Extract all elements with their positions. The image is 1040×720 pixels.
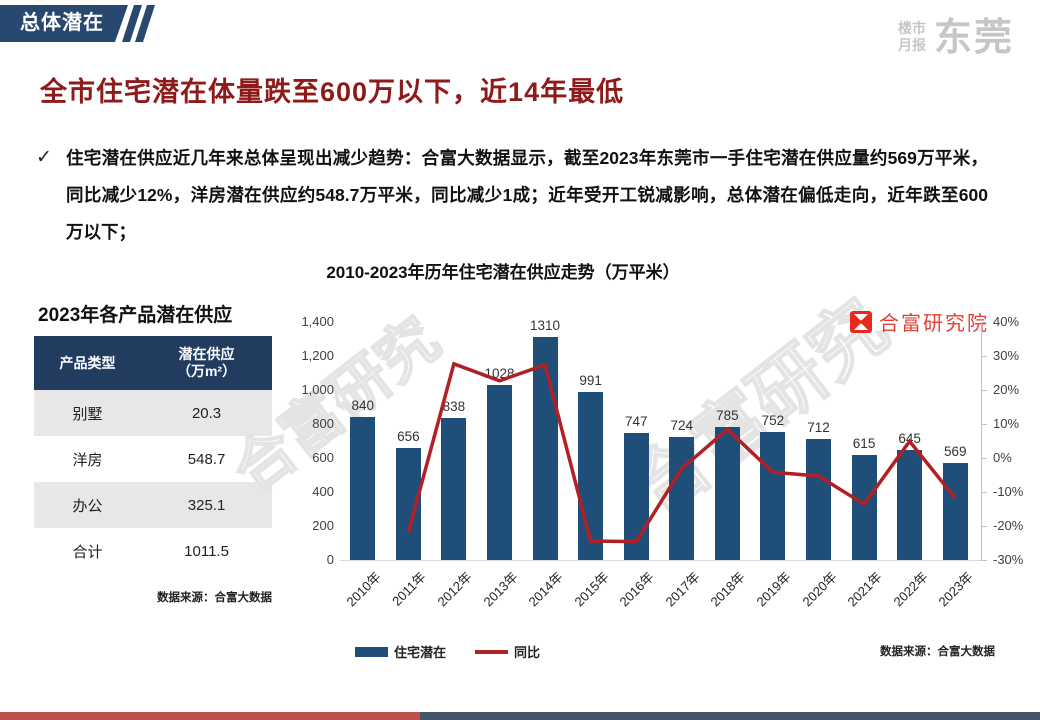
bar-2013年: [487, 385, 512, 560]
supply-trend-chart: 合富研究院 840 656 838 1028 1310 991 747 724 785 752 71…: [300, 305, 1040, 670]
research-institute-name: 合富研究院: [879, 313, 989, 335]
right-axis-tick: [981, 424, 987, 425]
right-axis-line: [981, 322, 982, 561]
right-axis-tick-label: 40%: [993, 314, 1020, 329]
bar-2014年: [532, 337, 558, 560]
legend-item-line: 同比: [475, 642, 540, 661]
row-name: 办公: [72, 497, 103, 515]
chart-data-source: 数据来源：合富大数据: [880, 646, 995, 658]
footer-bar-red: [0, 712, 420, 720]
product-table-header-row: 产品类型 潜在供应 （万m²）: [34, 336, 272, 390]
row-value: 20.3: [191, 404, 222, 422]
legend-line-swatch: [475, 649, 508, 654]
row-value: 548.7: [187, 450, 226, 468]
right-axis-tick-label: 0%: [993, 450, 1012, 465]
row-name: 合计: [72, 543, 103, 561]
bar-2023年: [942, 463, 968, 560]
bar-2010年: [350, 417, 376, 560]
right-axis-tick: [981, 526, 987, 527]
row-name: 洋房: [72, 451, 103, 469]
brand-subtitle-line2: 月报: [897, 36, 926, 53]
yoy-line: [406, 361, 957, 544]
bar-2018年: [714, 426, 740, 560]
bar-value-label: 785: [716, 407, 739, 423]
bar-value-label: 615: [852, 436, 876, 452]
right-axis-tick: [981, 390, 987, 391]
left-axis-tick-label: 200: [312, 518, 334, 533]
brand-city: 东莞: [933, 17, 1014, 59]
page-title: 全市住宅潜在体量跌至600万以下，近14年最低: [40, 77, 625, 107]
bar-2021年: [851, 455, 877, 560]
left-axis-tick-label: 1,000: [301, 382, 334, 397]
hopefluent-logo-icon: [850, 310, 872, 333]
right-axis-tick: [981, 356, 987, 357]
left-axis-tick-label: 400: [312, 484, 334, 499]
table-row: 洋房 548.7: [34, 436, 272, 482]
bar-2022年: [897, 450, 923, 560]
x-axis-line: [340, 560, 982, 561]
table-data-source: 数据来源：合富大数据: [157, 592, 272, 604]
bar-2015年: [578, 391, 604, 560]
legend-bar-swatch: [355, 646, 388, 657]
right-axis-tick: [981, 322, 987, 323]
left-axis-tick-label: 800: [312, 416, 334, 431]
bar-value-label: 840: [351, 398, 375, 414]
bar-value-label: 747: [624, 414, 648, 429]
bar-2017年: [669, 436, 695, 560]
table-row: 合计 1011.5: [34, 528, 272, 574]
brand-subtitle-line1: 楼市: [897, 19, 926, 36]
bar-value-label: 1310: [530, 318, 561, 334]
brand-logo: 楼市 月报 东莞: [898, 6, 1014, 61]
bar-value-label: 838: [442, 398, 466, 414]
legend-bar-label: 住宅潜在: [394, 645, 447, 660]
bar-value-label: 724: [670, 417, 694, 433]
bullet-text: 住宅潜在供应近几年来总体呈现出减少趋势：合富大数据显示，截至2023年东莞市一手…: [66, 148, 988, 242]
bar-value-label: 752: [761, 413, 785, 429]
product-table: 产品类型 潜在供应 （万m²） 别墅 20.3 洋房 548.7 办公 325.…: [34, 336, 272, 574]
table-row: 办公 325.1: [34, 482, 272, 528]
bar-value-label: 712: [807, 419, 830, 435]
bar-2012年: [441, 417, 467, 560]
brand-subtitle: 楼市 月报: [898, 20, 926, 54]
legend-line-label: 同比: [514, 645, 541, 660]
left-axis-tick-label: 600: [312, 450, 334, 465]
legend-item-bar: 住宅潜在: [355, 642, 446, 661]
bar-value-label: 991: [579, 372, 602, 388]
section-badge: 总体潜在: [0, 5, 128, 42]
row-name: 别墅: [72, 405, 103, 423]
left-axis-tick-label: 1,200: [301, 348, 334, 363]
right-axis-tick-label: -20%: [993, 518, 1024, 533]
row-value: 325.1: [187, 496, 226, 514]
yoy-line-svg: [406, 361, 957, 544]
research-institute-logo: 合富研究院: [850, 307, 989, 336]
right-axis-tick: [981, 560, 987, 561]
right-axis-tick: [981, 492, 987, 493]
right-axis-tick: [981, 458, 987, 459]
bar-2020年: [806, 438, 831, 560]
col-header-potential-supply: 潜在供应 （万m²）: [176, 346, 237, 379]
right-axis-tick-label: -10%: [993, 484, 1024, 499]
bullet-block: ✓ 住宅潜在供应近几年来总体呈现出减少趋势：合富大数据显示，截至2023年东莞市…: [36, 140, 988, 251]
product-table-title: 2023年各产品潜在供应: [38, 305, 233, 326]
footer-bar-blue: [420, 712, 1040, 720]
col-header-product-type: 产品类型: [59, 354, 116, 371]
right-axis-tick-label: 30%: [993, 348, 1020, 363]
row-value: 1011.5: [184, 542, 229, 560]
right-axis-tick-label: -30%: [993, 552, 1024, 567]
checkmark-icon: ✓: [36, 147, 52, 168]
left-axis-tick-label: 0: [326, 552, 334, 567]
right-axis-tick-label: 10%: [993, 416, 1020, 431]
left-axis-tick-label: 1,400: [301, 314, 334, 329]
table-row: 别墅 20.3: [34, 390, 272, 436]
bar-value-label: 569: [943, 444, 967, 460]
right-axis-tick-label: 20%: [993, 382, 1020, 397]
chart-title: 2010-2023年历年住宅潜在供应走势（万平米）: [326, 263, 680, 282]
bar-value-label: 656: [397, 429, 420, 445]
bar-2019年: [760, 432, 786, 560]
